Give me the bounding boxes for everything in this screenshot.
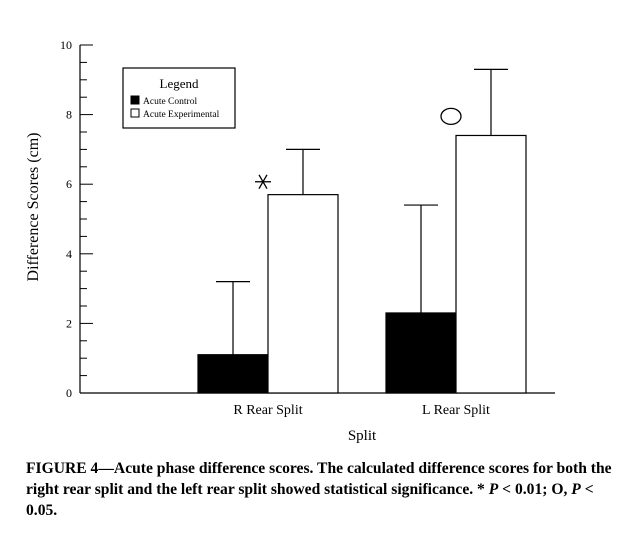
- circle-mark: [440, 107, 462, 125]
- x-tick-label: R Rear Split: [233, 403, 302, 418]
- caption-p-symbol-2: P: [571, 481, 581, 498]
- legend-swatch: [130, 95, 140, 105]
- bar-chart: 0 2 4 6 8 10 R Rear Split L Rear Split Legend A…: [25, 38, 555, 444]
- legend-entry: Acute Control: [143, 97, 197, 107]
- legend-swatch: [130, 108, 140, 118]
- asterisk-mark: [255, 174, 271, 190]
- y-tick-label: 2: [66, 316, 72, 330]
- y-axis-label: Difference Scores (cm): [25, 133, 42, 282]
- chart-bars: R Rear Split L Rear Split: [197, 68, 527, 418]
- bar: [385, 312, 457, 394]
- legend-box: [122, 67, 236, 129]
- y-tick-label: 10: [60, 38, 72, 52]
- x-axis-label: Split: [348, 428, 377, 444]
- caption-text-2: < 0.01; O,: [498, 481, 572, 498]
- bar: [267, 194, 339, 394]
- significance-marks: [255, 107, 462, 190]
- y-tick-label: 8: [66, 108, 72, 122]
- caption-text-3: < 0.05.: [26, 481, 594, 519]
- legend-title: Legend: [160, 76, 199, 91]
- y-tick-label: 4: [66, 247, 72, 261]
- bar: [197, 354, 269, 394]
- asterisk-stroke: [258, 174, 268, 190]
- legend-entry: Acute Experimental: [143, 110, 220, 120]
- x-tick-label: L Rear Split: [422, 403, 490, 418]
- y-tick-label: 0: [66, 386, 72, 400]
- y-tick-label: 6: [66, 177, 72, 191]
- caption-p-symbol-1: P: [488, 481, 499, 498]
- bar: [455, 134, 527, 394]
- legend: Legend Acute Control Acute Experimental: [122, 67, 236, 129]
- caption-text: FIGURE 4—Acute phase difference scores. …: [26, 460, 612, 498]
- figure-caption: FIGURE 4—Acute phase difference scores. …: [26, 458, 616, 521]
